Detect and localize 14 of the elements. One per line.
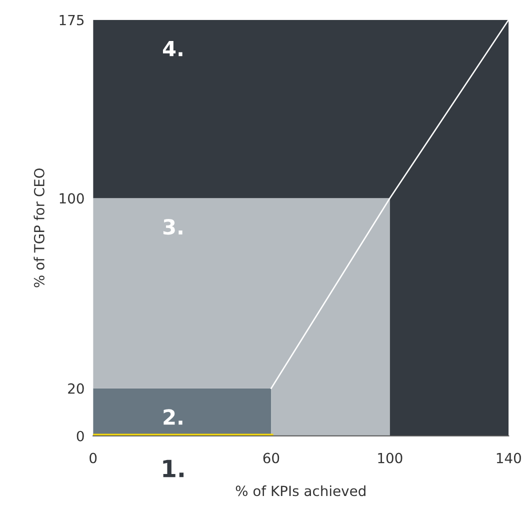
annotation: 4. (162, 40, 182, 56)
y-tick-label: 175 (60, 14, 84, 26)
y-tick-label: 20 (68, 383, 84, 394)
x-tick-label: 140 (496, 452, 521, 464)
x-tick-label: 100 (378, 452, 402, 464)
y-axis-title: % of TGP for CEO (34, 168, 44, 288)
x-axis-title: % of KPIs achieved (236, 485, 366, 496)
text: 1. (163, 460, 184, 478)
x-tick-label: 60 (263, 452, 280, 464)
annotation: 3. (163, 218, 182, 235)
x-tick-label: 0 (90, 452, 97, 464)
y-tick-label: 0 (76, 430, 84, 442)
y-tick-label: 100 (60, 193, 84, 204)
annotation: 2. (164, 409, 182, 425)
